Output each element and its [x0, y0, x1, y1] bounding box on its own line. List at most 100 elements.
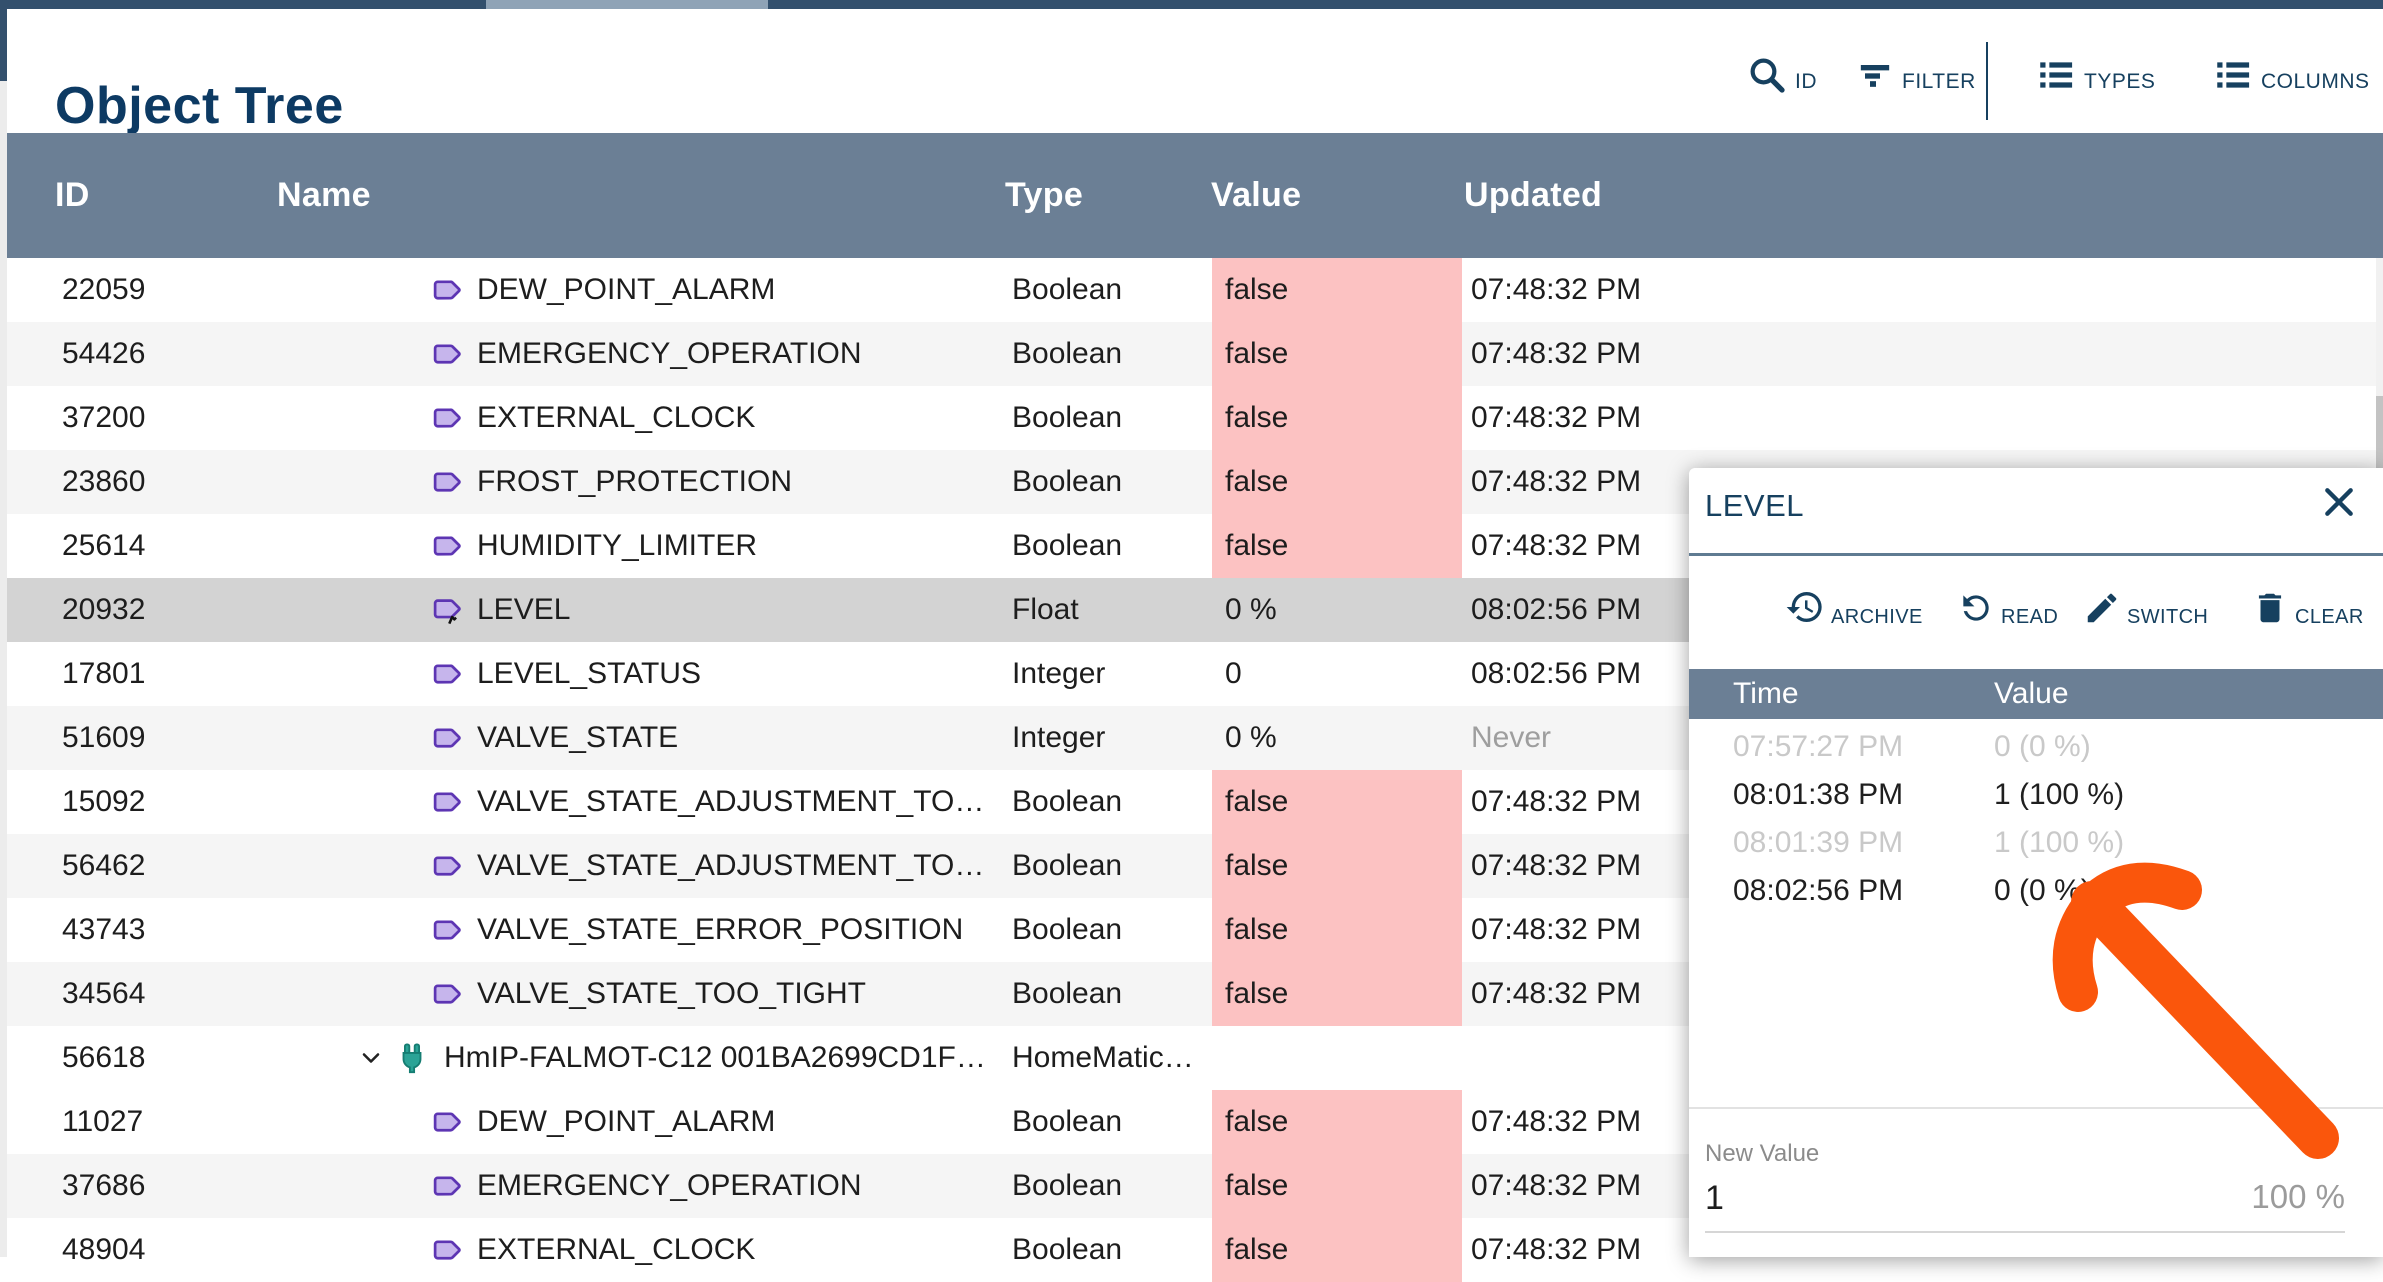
- row-value-alarm: false: [1212, 962, 1462, 1026]
- row-updated: 08:02:56 PM: [1471, 593, 1642, 626]
- row-id: 22059: [62, 273, 146, 306]
- table-header: ID Name Type Value Updated: [7, 133, 2383, 258]
- table-row[interactable]: 54426 EMERGENCY_OPERATION Boolean false 07:4…: [7, 322, 2383, 386]
- row-name: DEW_POINT_ALARM: [477, 273, 776, 306]
- switch-button[interactable]: SWITCH: [2083, 580, 2208, 632]
- row-value-alarm: false: [1212, 1154, 1462, 1218]
- tag-icon: [432, 657, 466, 691]
- row-type: Float: [1012, 593, 1079, 626]
- history-column-time: Time: [1733, 677, 1799, 710]
- tag-icon: [432, 401, 466, 435]
- left-edge-bar: [0, 0, 7, 81]
- history-table-header: Time Value: [1689, 669, 2383, 719]
- history-time: 08:01:39 PM: [1733, 826, 1904, 859]
- row-value: 0: [1225, 657, 1242, 690]
- row-name: VALVE_STATE: [477, 721, 679, 754]
- row-name: HUMIDITY_LIMITER: [477, 529, 758, 562]
- tag-icon: [432, 465, 466, 499]
- row-name: VALVE_STATE_ADJUSTMENT_TO…: [477, 785, 985, 818]
- history-value: 1 (100 %): [1994, 778, 2125, 811]
- row-id: 15092: [62, 785, 146, 818]
- row-name: LEVEL: [477, 593, 571, 626]
- action-label: READ: [2001, 606, 2059, 628]
- row-updated: 07:48:32 PM: [1471, 1233, 1642, 1266]
- table-scrollbar-thumb[interactable]: [2376, 396, 2383, 470]
- toolbar-label: TYPES: [2084, 70, 2156, 93]
- row-value-alarm: false: [1212, 386, 1462, 450]
- tag-icon: [432, 1169, 466, 1203]
- detail-panel: LEVEL CLEAR SWITCH READ ARCHIVE Time Value …: [1689, 468, 2383, 1257]
- page-title: Object Tree: [55, 76, 344, 135]
- row-id: 56462: [62, 849, 146, 882]
- columns-button[interactable]: COLUMNS: [2212, 44, 2370, 96]
- column-header-id: ID: [55, 176, 90, 214]
- column-header-value: Value: [1211, 176, 1302, 214]
- row-value-alarm: false: [1212, 1218, 1462, 1282]
- row-name: EMERGENCY_OPERATION: [477, 337, 862, 370]
- row-type: Integer: [1012, 721, 1106, 754]
- row-value-alarm: false: [1212, 1090, 1462, 1154]
- panel-divider: [1689, 553, 2383, 556]
- read-button[interactable]: READ: [1957, 580, 2058, 632]
- history-value: 0 (0 %): [1994, 730, 2091, 763]
- row-value-alarm: false: [1212, 514, 1462, 578]
- close-icon: [2319, 482, 2359, 527]
- tag-icon: [432, 977, 466, 1011]
- history-row: 08:01:38 PM 1 (100 %): [1689, 771, 2383, 819]
- panel-bottom-divider: [1689, 1107, 2383, 1109]
- row-value-alarm: false: [1212, 322, 1462, 386]
- archive-button[interactable]: ARCHIVE: [1785, 580, 1923, 632]
- types-button[interactable]: TYPES: [2035, 44, 2155, 96]
- row-id: 25614: [62, 529, 146, 562]
- action-label: CLEAR: [2295, 606, 2364, 628]
- id-search-button[interactable]: ID: [1746, 44, 1817, 96]
- action-label: ARCHIVE: [1831, 606, 1923, 628]
- row-id: 17801: [62, 657, 146, 690]
- history-table: 07:57:27 PM 0 (0 %) 08:01:38 PM 1 (100 %) 08…: [1689, 723, 2383, 915]
- new-value-input[interactable]: [1705, 1174, 2105, 1222]
- row-type: Boolean: [1012, 849, 1123, 882]
- tag-edit-icon: [432, 593, 466, 627]
- row-updated: 07:48:32 PM: [1471, 401, 1642, 434]
- row-id: 11027: [62, 1105, 144, 1138]
- column-header-name: Name: [277, 176, 371, 214]
- row-updated: 07:48:32 PM: [1471, 337, 1642, 370]
- tag-icon: [432, 849, 466, 883]
- history-row: 07:57:27 PM 0 (0 %): [1689, 723, 2383, 771]
- close-button[interactable]: [2317, 482, 2361, 526]
- row-updated: 07:48:32 PM: [1471, 913, 1642, 946]
- action-label: SWITCH: [2127, 606, 2209, 628]
- row-updated: 07:48:32 PM: [1471, 849, 1642, 882]
- table-row[interactable]: 37200 EXTERNAL_CLOCK Boolean false 07:48:32 …: [7, 386, 2383, 450]
- table-row[interactable]: 22059 DEW_POINT_ALARM Boolean false 07:48:32…: [7, 258, 2383, 322]
- row-id: 56618: [62, 1041, 146, 1074]
- top-edge-bar: [0, 0, 2383, 9]
- history-value: 0 (0 %): [1994, 874, 2091, 907]
- row-id: 37200: [62, 401, 146, 434]
- new-value-label: New Value: [1705, 1140, 1820, 1167]
- row-value-alarm: false: [1212, 770, 1462, 834]
- row-type: HomeMatic…: [1012, 1041, 1194, 1074]
- row-name: VALVE_STATE_TOO_TIGHT: [477, 977, 866, 1010]
- clear-button[interactable]: CLEAR: [2251, 580, 2364, 632]
- search-icon: [1746, 54, 1788, 96]
- history-time: 07:57:27 PM: [1733, 730, 1904, 763]
- row-type: Boolean: [1012, 1169, 1123, 1202]
- row-updated: Never: [1471, 721, 1552, 754]
- row-type: Boolean: [1012, 529, 1123, 562]
- row-value-alarm: false: [1212, 834, 1462, 898]
- row-type: Boolean: [1012, 337, 1123, 370]
- list-icon: [2035, 54, 2077, 96]
- toolbar-label: FILTER: [1902, 70, 1976, 93]
- refresh-icon: [1957, 589, 1995, 632]
- history-row: 08:02:56 PM 0 (0 %): [1689, 867, 2383, 915]
- filter-button[interactable]: FILTER: [1855, 44, 1976, 96]
- row-name: EXTERNAL_CLOCK: [477, 1233, 756, 1266]
- row-name: HmIP-FALMOT-C12 001BA2699CD1F…: [444, 1041, 986, 1074]
- row-updated: 07:48:32 PM: [1471, 785, 1642, 818]
- row-updated: 07:48:32 PM: [1471, 465, 1642, 498]
- toolbar-divider: [1986, 42, 1988, 120]
- chevron-down-icon[interactable]: [357, 1044, 385, 1072]
- history-time: 08:02:56 PM: [1733, 874, 1904, 907]
- tag-icon: [432, 785, 466, 819]
